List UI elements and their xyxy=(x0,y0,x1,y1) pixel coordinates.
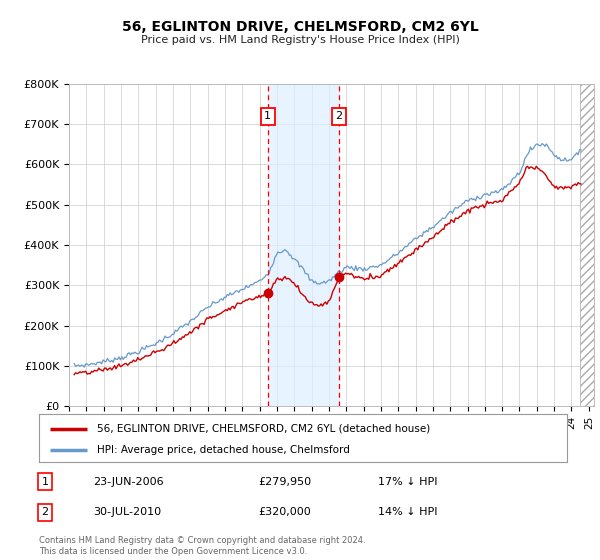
Text: 14% ↓ HPI: 14% ↓ HPI xyxy=(378,507,437,517)
Text: 1: 1 xyxy=(264,111,271,121)
Text: 56, EGLINTON DRIVE, CHELMSFORD, CM2 6YL (detached house): 56, EGLINTON DRIVE, CHELMSFORD, CM2 6YL … xyxy=(97,424,430,433)
Text: Contains HM Land Registry data © Crown copyright and database right 2024.
This d: Contains HM Land Registry data © Crown c… xyxy=(39,536,365,556)
Text: HPI: Average price, detached house, Chelmsford: HPI: Average price, detached house, Chel… xyxy=(97,445,350,455)
Text: 30-JUL-2010: 30-JUL-2010 xyxy=(93,507,161,517)
Text: 2: 2 xyxy=(335,111,343,121)
Text: £320,000: £320,000 xyxy=(258,507,311,517)
Text: £279,950: £279,950 xyxy=(258,477,311,487)
Bar xyxy=(580,84,600,406)
Text: 17% ↓ HPI: 17% ↓ HPI xyxy=(378,477,437,487)
Text: 23-JUN-2006: 23-JUN-2006 xyxy=(93,477,164,487)
Text: 2: 2 xyxy=(41,507,49,517)
Text: 1: 1 xyxy=(41,477,49,487)
Text: 56, EGLINTON DRIVE, CHELMSFORD, CM2 6YL: 56, EGLINTON DRIVE, CHELMSFORD, CM2 6YL xyxy=(122,20,478,34)
Text: Price paid vs. HM Land Registry's House Price Index (HPI): Price paid vs. HM Land Registry's House … xyxy=(140,35,460,45)
Bar xyxy=(268,84,339,406)
